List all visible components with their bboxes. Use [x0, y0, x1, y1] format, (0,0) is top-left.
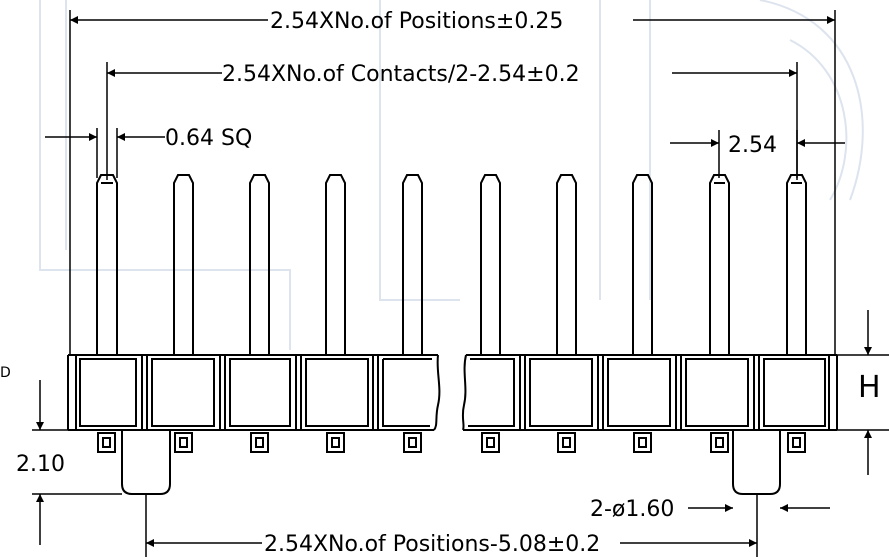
dim-pin-square-label: 0.64 SQ [165, 126, 252, 151]
dim-positions-bottom [145, 494, 758, 557]
dim-positions-bottom-label: 2.54XNo.of Positions-5.08±0.2 [264, 532, 600, 557]
insulator-body [67, 354, 838, 431]
dim-pitch-label: 2.54 [728, 133, 777, 158]
dim-holes-label: 2-ø1.60 [590, 497, 674, 522]
edge-text-fragment: D [0, 365, 11, 381]
watermark [39, 0, 864, 350]
dim-height [837, 310, 889, 475]
pin-5 [402, 174, 423, 355]
dim-positions-total-label: 2.54XNo.of Positions±0.25 [270, 9, 563, 34]
pin-1 [96, 174, 118, 355]
locating-posts [121, 430, 781, 495]
pin-9 [709, 174, 730, 355]
dim-offset-label: 2.10 [16, 452, 65, 477]
pin-3 [249, 174, 270, 355]
dim-offset [32, 380, 122, 545]
locating-post-right [732, 430, 781, 495]
pin-8 [632, 174, 653, 355]
dim-height-label: H [858, 370, 881, 405]
pins [96, 174, 807, 355]
pin-4 [325, 174, 346, 355]
pin-10 [786, 174, 807, 355]
dim-contacts-label: 2.54XNo.of Contacts/2-2.54±0.2 [222, 62, 580, 87]
pin-tails [97, 432, 806, 453]
pin-7 [556, 174, 577, 355]
pin-6 [480, 174, 501, 355]
locating-post-left [121, 430, 171, 495]
pin-2 [173, 174, 194, 355]
